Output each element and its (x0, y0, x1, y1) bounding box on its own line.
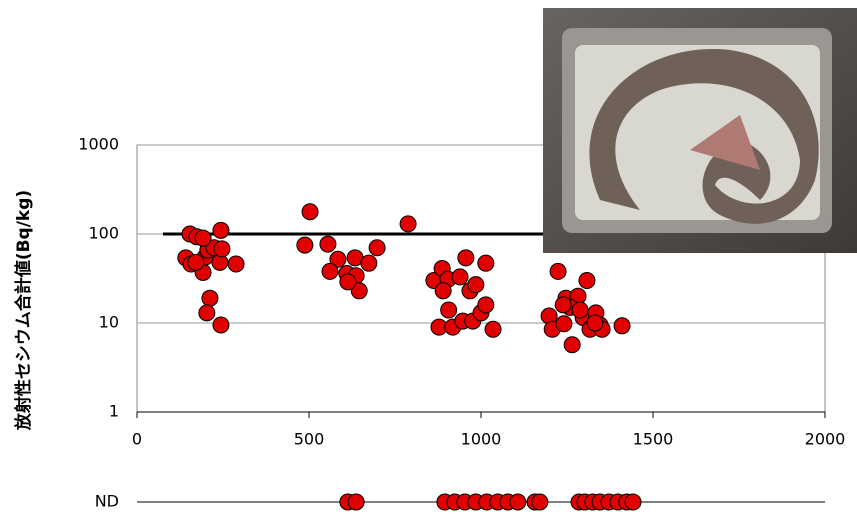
x-tick-label: 500 (294, 430, 325, 449)
point (434, 282, 452, 300)
x-tick-label: 2000 (805, 430, 846, 449)
point (554, 296, 572, 314)
point (350, 282, 368, 300)
point (301, 203, 319, 221)
x-tick-label: 1500 (633, 430, 674, 449)
point (194, 229, 212, 247)
point (484, 320, 502, 338)
point (549, 262, 567, 280)
x-tick-label: 0 (132, 430, 142, 449)
point (201, 289, 219, 307)
point (399, 215, 417, 233)
y-axis-label: 放射性セシウム合計値(Bq/kg) (13, 190, 34, 431)
nd-point (624, 493, 642, 511)
point (440, 301, 458, 319)
point (457, 249, 475, 267)
point (319, 235, 337, 253)
point (212, 221, 230, 239)
point (555, 315, 573, 333)
point (578, 272, 596, 290)
photo (543, 8, 857, 253)
point (613, 317, 631, 335)
point (360, 254, 378, 272)
point (321, 262, 339, 280)
nd-point (509, 493, 527, 511)
y-tick-label: 10 (99, 313, 119, 332)
point (339, 273, 357, 291)
nd-point (531, 493, 549, 511)
point (368, 239, 386, 257)
point (198, 304, 216, 322)
point (187, 253, 205, 271)
point (467, 276, 485, 294)
point (212, 316, 230, 334)
point (213, 240, 231, 258)
point (586, 314, 604, 332)
point (329, 250, 347, 268)
y-tick-label: 100 (88, 224, 119, 243)
point (571, 301, 589, 319)
x-tick-label: 1000 (461, 430, 502, 449)
point (563, 336, 581, 354)
point (477, 254, 495, 272)
y-tick-label: 1000 (78, 135, 119, 154)
point (227, 255, 245, 273)
nd-label: ND (95, 492, 119, 511)
point (451, 268, 469, 286)
point (296, 236, 314, 254)
nd-point (347, 493, 365, 511)
point (477, 296, 495, 314)
y-tick-label: 1 (109, 402, 119, 421)
